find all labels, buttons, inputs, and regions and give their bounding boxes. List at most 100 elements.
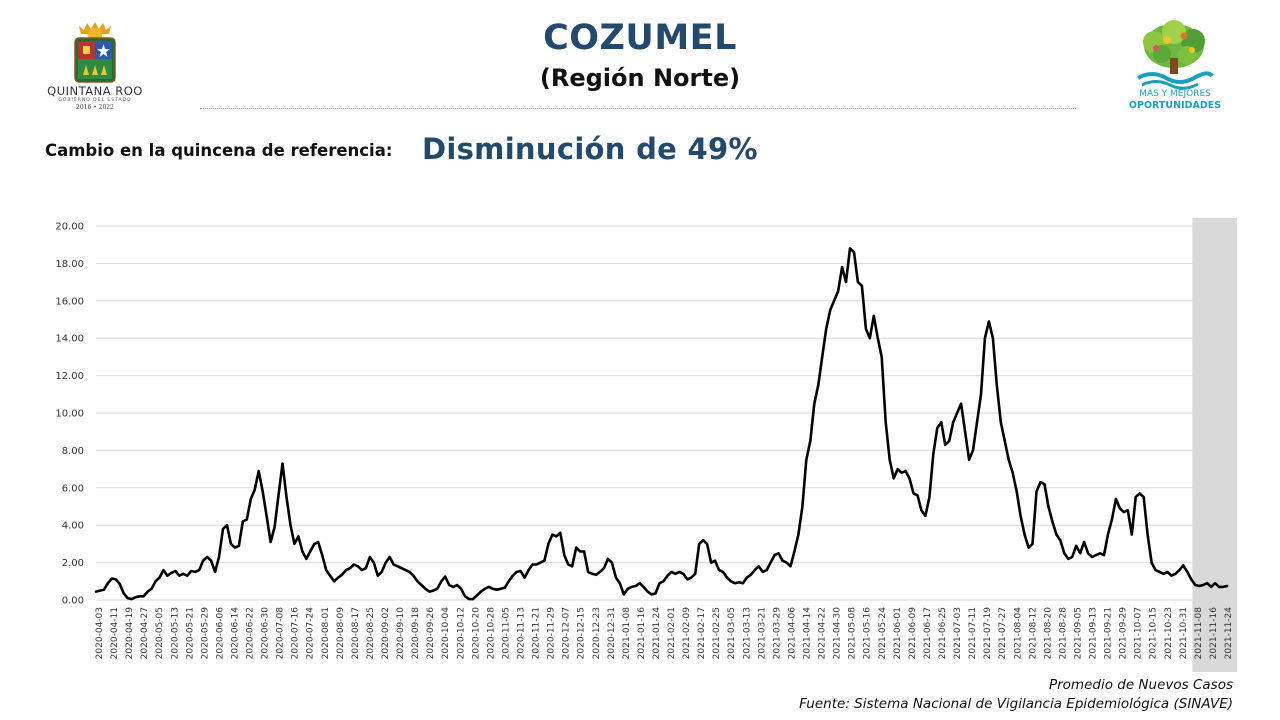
grid — [96, 218, 1237, 672]
x-tick-label: 2021-04-14 — [803, 607, 813, 660]
x-tick-label: 2021-09-13 — [1089, 607, 1099, 659]
page-title: COZUMEL — [543, 18, 737, 58]
x-tick-label: 2021-10-31 — [1179, 607, 1189, 659]
title-divider — [200, 108, 1076, 109]
x-tick-label: 2021-01-16 — [637, 607, 647, 660]
y-tick-label: 16.00 — [55, 296, 84, 307]
x-tick-label: 2020-05-29 — [200, 607, 210, 660]
x-tick-label: 2020-07-08 — [276, 607, 286, 660]
x-tick-label: 2020-06-30 — [261, 607, 271, 660]
change-value: Disminución de 49% — [422, 132, 758, 166]
x-tick-label: 2020-06-14 — [230, 607, 240, 660]
x-tick-label: 2020-08-09 — [336, 607, 346, 660]
x-tick-label: 2020-04-19 — [125, 607, 135, 660]
quintana-roo-logo: QUINTANA ROO GOBIERNO DEL ESTADO 2016 • … — [40, 18, 150, 113]
x-tick-label: 2020-04-27 — [140, 607, 150, 659]
x-tick-label: 2020-11-13 — [516, 607, 526, 659]
x-tick-label: 2020-12-23 — [592, 607, 602, 659]
x-tick-label: 2021-09-21 — [1104, 607, 1114, 659]
y-tick-label: 4.00 — [62, 521, 84, 532]
y-tick-label: 14.00 — [55, 334, 84, 345]
x-tick-label: 2020-08-17 — [351, 607, 361, 659]
logo-right-line1: MÁS Y MEJORES — [1139, 89, 1211, 99]
x-tick-label: 2021-03-13 — [742, 607, 752, 659]
x-tick-label: 2021-10-15 — [1149, 607, 1159, 659]
x-tick-label: 2021-09-05 — [1073, 607, 1083, 659]
series-legend: Promedio de Nuevos Casos — [1048, 677, 1233, 693]
x-tick-label: 2021-07-19 — [983, 607, 993, 660]
line-chart: 0.00 2.00 4.00 6.00 8.00 10.00 12.00 14.00 16.00… — [55, 218, 1237, 672]
x-tick-label: 2020-09-10 — [396, 607, 406, 660]
x-tick-label: 2021-06-09 — [908, 607, 918, 660]
x-tick-label: 2021-09-29 — [1119, 607, 1129, 660]
x-tick-label: 2020-05-13 — [170, 607, 180, 659]
x-tick-label: 2021-03-05 — [727, 607, 737, 659]
tree-logo-icon — [1137, 20, 1214, 90]
x-tick-label: 2020-08-25 — [366, 607, 376, 659]
x-tick-label: 2020-10-28 — [486, 607, 496, 660]
x-tick-label: 2020-04-03 — [95, 607, 105, 659]
oportunidades-logo: MÁS Y MEJORES OPORTUNIDADES — [1120, 18, 1230, 114]
x-tick-label: 2021-04-06 — [787, 607, 797, 660]
x-tick-label: 2021-06-01 — [893, 607, 903, 659]
x-tick-label: 2021-11-24 — [1224, 607, 1234, 660]
x-tick-label: 2021-04-30 — [833, 607, 843, 660]
x-tick-label: 2020-12-31 — [607, 607, 617, 659]
x-tick-label: 2020-10-20 — [471, 607, 481, 660]
x-tick-label: 2021-05-24 — [878, 607, 888, 660]
series-line — [94, 247, 1229, 601]
logo-brand-text: QUINTANA ROO — [47, 84, 143, 98]
y-tick-label: 18.00 — [55, 259, 84, 270]
x-tick-label: 2020-08-01 — [321, 607, 331, 659]
x-tick-label: 2020-04-11 — [110, 607, 120, 659]
x-tick-label: 2021-02-09 — [682, 607, 692, 660]
x-tick-label: 2020-09-26 — [426, 607, 436, 660]
x-tick-label: 2021-10-07 — [1134, 607, 1144, 659]
x-tick-label: 2020-06-22 — [246, 607, 256, 659]
x-tick-label: 2021-02-17 — [697, 607, 707, 659]
x-axis: 2020-04-03 2020-04-11 2020-04-19 2020-04-27… — [95, 607, 1234, 660]
x-tick-label: 2021-02-01 — [667, 607, 677, 659]
y-tick-label: 10.00 — [55, 409, 84, 420]
x-tick-label: 2020-07-24 — [306, 607, 316, 660]
series — [94, 247, 1229, 601]
x-tick-label: 2020-07-16 — [291, 607, 301, 660]
x-tick-label: 2021-01-24 — [652, 607, 662, 660]
shaded-region — [1192, 218, 1237, 672]
x-tick-label: 2021-07-11 — [968, 607, 978, 659]
y-tick-label: 8.00 — [62, 446, 84, 457]
x-tick-label: 2020-10-04 — [441, 607, 451, 660]
y-tick-label: 20.00 — [55, 222, 84, 233]
logo-right-line2: OPORTUNIDADES — [1128, 100, 1222, 111]
x-tick-label: 2021-08-20 — [1043, 607, 1053, 660]
y-tick-label: 12.00 — [55, 371, 84, 382]
x-tick-label: 2021-04-22 — [818, 607, 828, 659]
x-tick-label: 2021-01-08 — [622, 607, 632, 660]
source-note: Fuente: Sistema Nacional de Vigilancia E… — [799, 696, 1233, 712]
x-tick-label: 2021-06-25 — [938, 607, 948, 659]
logo-subtext: GOBIERNO DEL ESTADO — [58, 98, 132, 103]
x-tick-label: 2021-11-08 — [1194, 607, 1204, 660]
x-tick-label: 2021-07-27 — [998, 607, 1008, 659]
x-tick-label: 2021-02-25 — [712, 607, 722, 659]
x-tick-label: 2021-08-28 — [1058, 607, 1068, 660]
x-tick-label: 2021-05-08 — [848, 607, 858, 660]
x-tick-label: 2020-10-12 — [456, 607, 466, 659]
x-tick-label: 2020-05-05 — [155, 607, 165, 659]
y-tick-label: 0.00 — [62, 596, 84, 607]
x-tick-label: 2021-03-21 — [757, 607, 767, 659]
x-tick-label: 2020-09-18 — [411, 607, 421, 660]
x-tick-label: 2020-12-15 — [577, 607, 587, 659]
x-tick-label: 2021-08-12 — [1028, 607, 1038, 659]
y-tick-label: 2.00 — [62, 558, 84, 569]
x-tick-label: 2021-11-16 — [1209, 607, 1219, 660]
x-tick-label: 2021-05-16 — [863, 607, 873, 660]
x-tick-label: 2020-05-21 — [185, 607, 195, 659]
x-tick-label: 2021-10-23 — [1164, 607, 1174, 659]
x-tick-label: 2021-06-17 — [923, 607, 933, 659]
x-tick-label: 2020-06-06 — [215, 607, 225, 660]
x-tick-label: 2020-11-21 — [532, 607, 542, 659]
x-tick-label: 2020-11-29 — [547, 607, 557, 660]
y-tick-label: 6.00 — [62, 483, 84, 494]
x-tick-label: 2020-11-05 — [501, 607, 511, 659]
